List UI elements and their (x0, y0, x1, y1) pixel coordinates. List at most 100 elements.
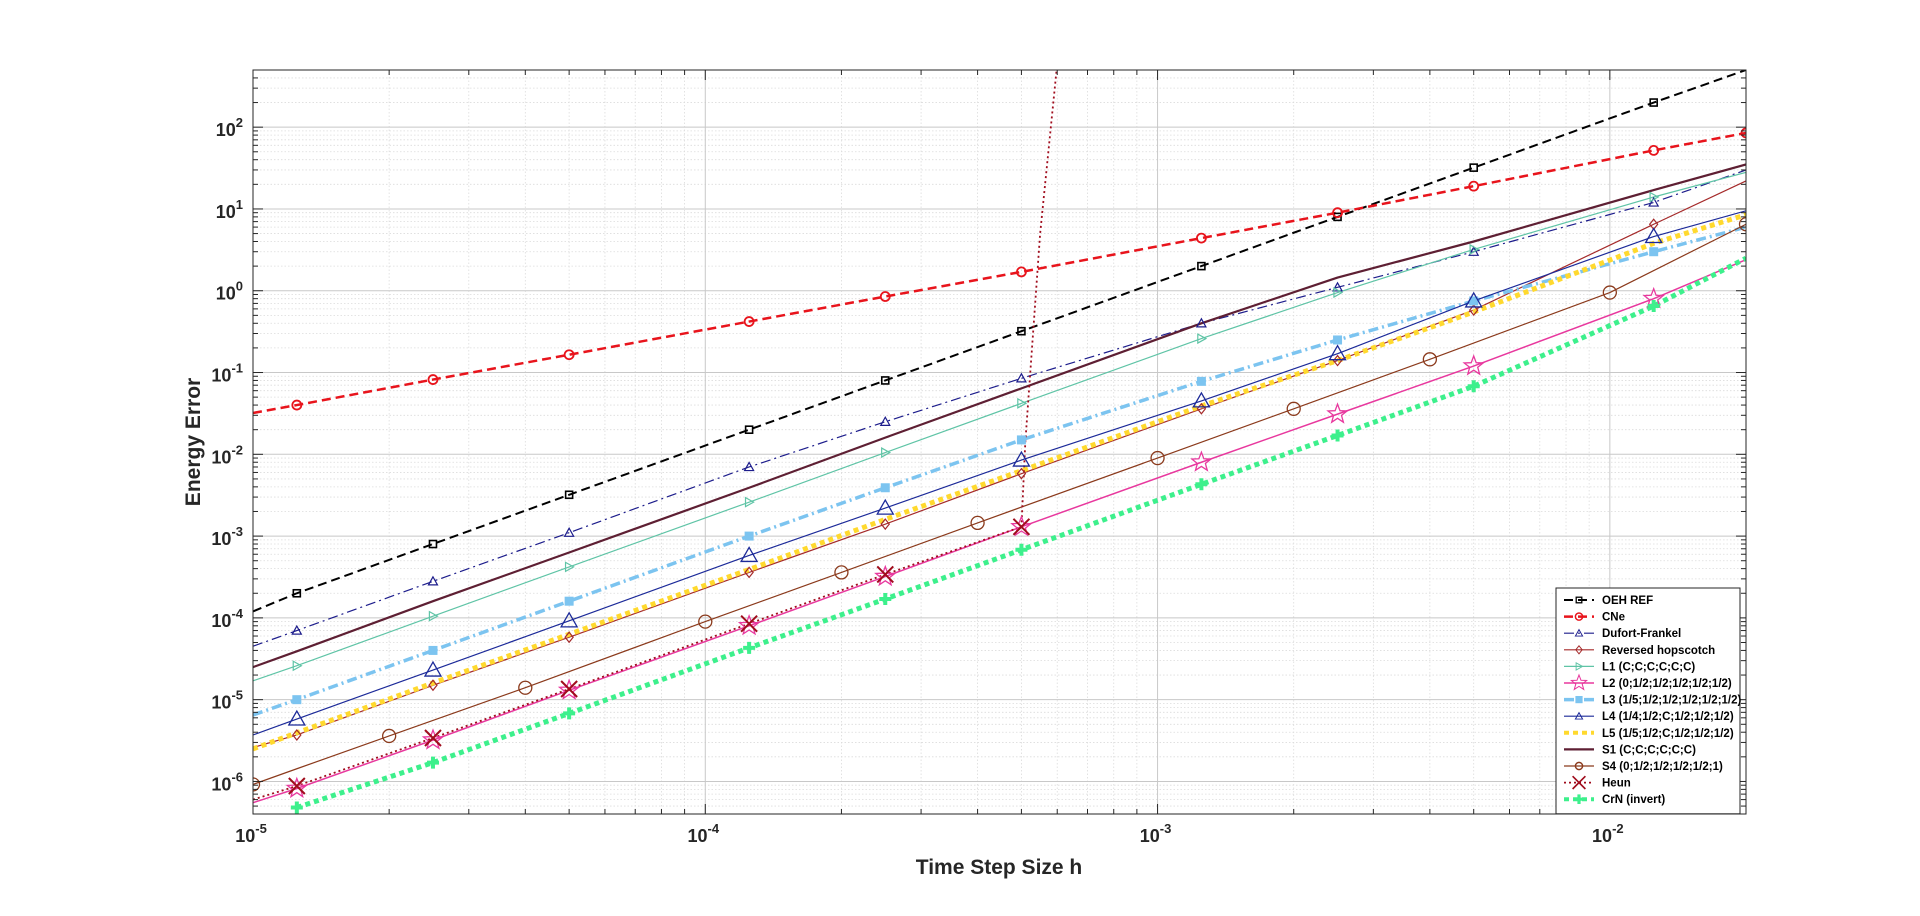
legend-label-s1-c-c-c-c-c-c: S1 (C;C;C;C;C;C) (1602, 744, 1696, 756)
series-oeh-ref-marker (292, 588, 302, 598)
series-dufort-frankel-marker (427, 575, 439, 586)
series-cne-marker (743, 316, 755, 327)
series-dufort-frankel-marker (1015, 372, 1027, 383)
series-dufort-frankel-marker (291, 624, 303, 635)
series-s4-0-1-2-1-2-1-2-1-2-1-marker (1422, 352, 1438, 367)
y-tick-exponent: -1 (231, 361, 243, 376)
legend-item-cne: CNe (1564, 612, 1625, 624)
series-l3-1-5-1-2-1-2-1-2-1-2-1-2-marker (564, 596, 574, 606)
tick-labels: 10-5 10-4 10-3 10-210-610-510-410-310-210-1… (211, 115, 1623, 846)
legend-marker-l4-1-4-1-2-c-1-2-1-2-1-2 (1574, 711, 1584, 720)
series-l4-1-4-1-2-c-1-2-1-2-1-2-marker (1464, 291, 1483, 308)
series-l1-c-c-c-c-c-c-marker (1649, 191, 1660, 203)
legend-marker-reversed-hopscotch (1575, 645, 1583, 655)
series-l1-c-c-c-c-c-c-marker (1017, 397, 1028, 409)
x-tick-label: 10-5 (235, 821, 267, 846)
series-cne-marker (563, 349, 575, 361)
series-line-l1-c-c-c-c-c-c (253, 171, 1746, 682)
markers-l1-c-c-c-c-c-c (292, 191, 1660, 672)
y-tick-exponent: 2 (236, 115, 243, 130)
series-reversed-hopscotch-marker (1468, 304, 1479, 317)
legend-marker-cne (1574, 612, 1584, 621)
legend-l4-1-4-1-2-c-1-2-1-2-1-2-marker (1574, 711, 1584, 720)
legend-l2-0-1-2-1-2-1-2-1-2-1-2-marker (1569, 673, 1589, 691)
series-l1-c-c-c-c-c-c-marker (1469, 243, 1480, 255)
series-reversed-hopscotch-marker (744, 566, 754, 579)
series-l1-c-c-c-c-c-c-marker (292, 660, 303, 672)
legend-label-cne: CNe (1602, 612, 1625, 624)
legend-label-reversed-hopscotch: Reversed hopscotch (1602, 645, 1715, 657)
legend-label-dufort-frankel: Dufort-Frankel (1602, 628, 1681, 640)
series-l4-1-4-1-2-c-1-2-1-2-1-2-marker (423, 660, 443, 677)
series-l3-1-5-1-2-1-2-1-2-1-2-1-2-marker (880, 483, 890, 493)
series-s4-0-1-2-1-2-1-2-1-2-1-marker (1286, 401, 1301, 416)
series-cne-marker (427, 374, 439, 385)
series-l4-1-4-1-2-c-1-2-1-2-1-2-marker (287, 709, 306, 726)
y-tick-exponent: 0 (236, 279, 243, 294)
legend-marker-l1-c-c-c-c-c-c (1575, 661, 1584, 671)
series-l2-0-1-2-1-2-1-2-1-2-1-2-marker (557, 678, 581, 700)
legend-marker-l3-1-5-1-2-1-2-1-2-1-2-1-2 (1575, 695, 1583, 704)
legend-label-crn-invert: CrN (invert) (1602, 794, 1665, 806)
legend-heun-marker (1572, 775, 1586, 790)
legend-dufort-frankel-marker (1574, 628, 1584, 637)
legend-item-reversed-hopscotch: Reversed hopscotch (1564, 645, 1715, 657)
series-line-dufort-frankel (253, 169, 1746, 647)
legend-item-s1-c-c-c-c-c-c: S1 (C;C;C;C;C;C) (1564, 744, 1696, 756)
series-l3-1-5-1-2-1-2-1-2-1-2-1-2-marker (1016, 435, 1026, 445)
series-crn-invert-marker (743, 641, 756, 654)
series-l4-1-4-1-2-c-1-2-1-2-1-2-marker (1012, 450, 1031, 467)
series-dufort-frankel-marker (563, 526, 575, 537)
series-l1-c-c-c-c-c-c-marker (881, 447, 892, 459)
x-tick-base: 10 (687, 826, 707, 846)
series-cne-marker (1195, 232, 1207, 244)
legend-label-l1-c-c-c-c-c-c: L1 (C;C;C;C;C;C) (1602, 661, 1695, 673)
x-tick-exponent: -4 (708, 821, 720, 836)
series-heun-marker (740, 614, 758, 633)
series-crn-invert-marker (563, 707, 576, 720)
series-s4-0-1-2-1-2-1-2-1-2-1-marker (253, 777, 261, 792)
series-markers (253, 98, 1746, 814)
series-l3-1-5-1-2-1-2-1-2-1-2-1-2-marker (292, 695, 302, 705)
series-l2-0-1-2-1-2-1-2-1-2-1-2-marker (1462, 354, 1485, 376)
legend-item-l5-1-5-1-2-c-1-2-1-2-1-2: L5 (1/5;1/2;C;1/2;1/2;1/2) (1564, 728, 1734, 740)
x-tick-label: 10-4 (687, 821, 719, 846)
markers-oeh-ref (292, 98, 1658, 598)
series-oeh-ref-marker (428, 539, 438, 549)
series-l4-1-4-1-2-c-1-2-1-2-1-2-marker (876, 498, 895, 515)
series-heun-marker (424, 729, 442, 747)
series-l3-1-5-1-2-1-2-1-2-1-2-1-2-marker (1649, 247, 1659, 257)
y-tick-base: 10 (216, 120, 236, 140)
series-l2-0-1-2-1-2-1-2-1-2-1-2-marker (285, 776, 309, 799)
markers-l4-1-4-1-2-c-1-2-1-2-1-2 (287, 227, 1663, 726)
legend-item-oeh-ref: OEH REF (1564, 595, 1653, 607)
y-tick-base: 10 (211, 529, 231, 549)
series-dufort-frankel-marker (1648, 196, 1660, 207)
legend-marker-dufort-frankel (1574, 628, 1584, 637)
series-s4-0-1-2-1-2-1-2-1-2-1-marker (382, 728, 397, 744)
y-tick-base: 10 (211, 366, 231, 386)
series-l4-1-4-1-2-c-1-2-1-2-1-2-marker (1328, 344, 1347, 361)
y-tick-base: 10 (211, 611, 231, 631)
series-oeh-ref-marker (564, 490, 574, 500)
markers-cne (291, 127, 1746, 411)
y-tick-label: 10-2 (211, 442, 243, 467)
series-crn-invert-marker (290, 801, 303, 814)
series-line-l5-1-5-1-2-c-1-2-1-2-1-2 (253, 212, 1746, 752)
series-l1-c-c-c-c-c-c-marker (1333, 287, 1344, 299)
y-tick-label: 10-1 (211, 361, 243, 386)
series-crn-invert-marker (879, 593, 892, 606)
legend-label-heun: Heun (1602, 778, 1631, 790)
markers-l3-1-5-1-2-1-2-1-2-1-2-1-2 (292, 247, 1659, 705)
series-dufort-frankel-marker (1332, 281, 1344, 292)
series-dufort-frankel-marker (879, 416, 891, 426)
y-tick-exponent: -6 (231, 769, 243, 784)
series-crn-invert-marker (1015, 543, 1028, 556)
x-tick-exponent: -5 (255, 821, 267, 836)
series-reversed-hopscotch-marker (428, 679, 438, 692)
major-grid (252, 70, 1746, 814)
series-s4-0-1-2-1-2-1-2-1-2-1-marker (834, 565, 849, 580)
series-l4-1-4-1-2-c-1-2-1-2-1-2-marker (1192, 391, 1211, 408)
legend-s4-0-1-2-1-2-1-2-1-2-1-marker (1574, 761, 1584, 771)
series-line-l3-1-5-1-2-1-2-1-2-1-2-1-2 (253, 225, 1746, 717)
